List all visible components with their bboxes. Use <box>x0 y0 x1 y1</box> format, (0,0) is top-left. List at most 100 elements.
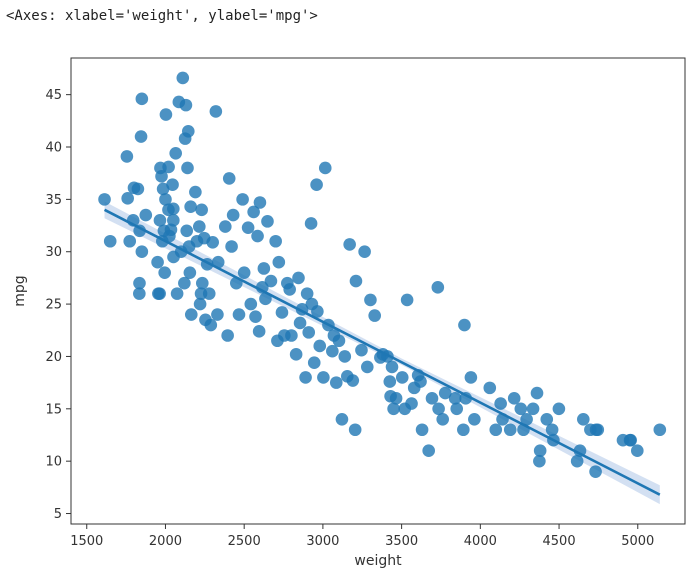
data-point <box>329 376 343 389</box>
y-axis-ticks: 5 10 15 20 25 30 35 40 45 <box>45 88 71 522</box>
data-point <box>540 412 554 426</box>
data-point <box>151 255 164 269</box>
data-point <box>507 392 521 405</box>
data-point <box>368 309 381 322</box>
data-point <box>355 343 368 357</box>
data-point <box>155 170 168 183</box>
x-tick-label: 3500 <box>385 534 418 549</box>
data-point <box>193 297 207 311</box>
y-tick-label: 25 <box>45 298 62 313</box>
data-point <box>545 423 559 437</box>
data-point <box>348 423 362 437</box>
data-point <box>184 308 198 321</box>
y-tick-label: 30 <box>45 245 62 260</box>
data-point <box>133 287 146 300</box>
data-point <box>159 108 173 121</box>
data-point <box>183 266 197 279</box>
data-point <box>458 318 471 332</box>
data-point <box>310 178 323 192</box>
data-point <box>103 234 117 248</box>
data-point <box>483 381 497 395</box>
data-point <box>307 356 321 370</box>
data-point <box>343 238 356 251</box>
data-point <box>326 344 339 358</box>
data-point <box>573 444 587 457</box>
data-point <box>530 386 544 400</box>
data-point <box>436 412 450 426</box>
data-point <box>202 287 216 300</box>
data-point <box>346 374 360 387</box>
data-point <box>591 423 605 437</box>
data-point <box>457 423 470 437</box>
x-tick-label: 4500 <box>543 534 576 549</box>
x-tick-label: 3000 <box>306 534 339 549</box>
data-point <box>335 412 349 426</box>
data-point <box>653 423 667 437</box>
data-point <box>494 397 507 410</box>
data-point <box>364 293 377 307</box>
data-point <box>576 412 590 426</box>
x-tick-label: 1500 <box>70 534 103 549</box>
data-point <box>211 308 224 321</box>
y-tick-label: 35 <box>45 193 62 208</box>
data-point <box>162 160 175 174</box>
data-point <box>249 310 262 323</box>
x-tick-label: 2000 <box>149 534 182 549</box>
data-point <box>180 224 194 238</box>
y-axis-label: mpg <box>12 275 28 306</box>
data-point <box>226 208 240 222</box>
data-point <box>178 276 191 290</box>
y-tick-label: 40 <box>45 141 62 156</box>
data-point <box>520 412 533 426</box>
data-point <box>204 318 218 332</box>
data-point <box>533 444 547 457</box>
data-point <box>283 283 296 296</box>
data-point <box>252 325 266 338</box>
data-point <box>120 150 134 163</box>
data-point <box>311 305 324 318</box>
data-point <box>195 203 208 217</box>
data-point <box>209 105 223 118</box>
data-point <box>302 326 316 339</box>
axes-repr-output: <Axes: xlabel='weight', ylabel='mpg'> <box>6 8 318 24</box>
data-point <box>218 220 232 233</box>
data-point <box>221 329 234 342</box>
data-point <box>438 386 452 400</box>
data-point <box>533 454 546 468</box>
data-point <box>251 229 264 243</box>
axes-frame <box>70 57 686 525</box>
data-point <box>317 371 330 384</box>
data-point <box>285 329 298 342</box>
data-point <box>244 297 258 311</box>
data-point <box>257 262 271 275</box>
data-point <box>261 215 274 228</box>
data-point <box>468 412 481 426</box>
points-layer <box>98 71 667 478</box>
data-point <box>259 292 272 306</box>
data-point <box>503 423 517 437</box>
data-point <box>237 266 251 279</box>
data-point <box>121 192 134 205</box>
data-point <box>232 308 246 321</box>
data-point <box>181 125 195 138</box>
data-point <box>450 402 464 416</box>
data-point <box>552 402 566 416</box>
data-point <box>164 223 178 237</box>
data-point <box>526 402 540 416</box>
x-tick-label: 5000 <box>621 534 654 549</box>
data-point <box>166 178 179 192</box>
data-point <box>272 255 286 269</box>
data-point <box>133 276 146 290</box>
data-point <box>153 214 167 227</box>
data-point <box>131 182 145 196</box>
data-point <box>464 371 478 384</box>
data-point <box>299 371 312 384</box>
data-point <box>292 271 305 285</box>
data-point <box>358 245 371 259</box>
data-point <box>167 214 180 227</box>
data-point <box>289 348 303 361</box>
data-point <box>159 193 172 206</box>
data-point <box>300 287 314 300</box>
data-point <box>405 397 418 410</box>
data-point <box>589 465 602 478</box>
